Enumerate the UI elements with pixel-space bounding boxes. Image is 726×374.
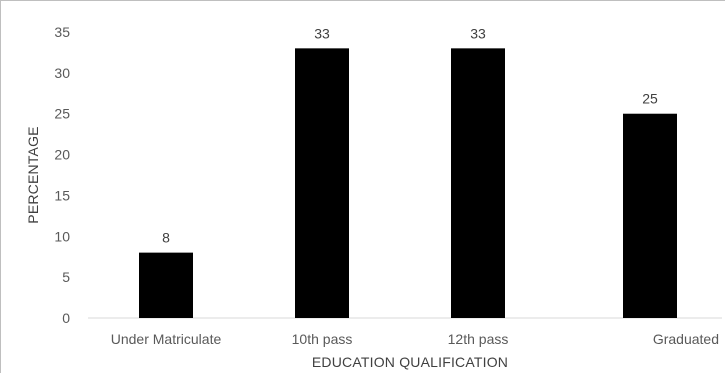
data-label: 25 — [642, 91, 658, 107]
data-label: 33 — [314, 25, 330, 41]
y-axis-ticks: 0 5 10 15 20 25 30 35 — [54, 24, 70, 326]
y-tick-label: 35 — [54, 24, 70, 40]
bar — [295, 48, 349, 318]
bar — [139, 252, 193, 318]
data-labels: 8 33 33 25 — [162, 25, 658, 245]
y-tick-label: 15 — [54, 187, 70, 203]
y-axis-title: PERCENTAGE — [25, 126, 41, 223]
y-tick-label: 25 — [54, 106, 70, 122]
x-axis-title: EDUCATION QUALIFICATION — [312, 354, 508, 370]
x-axis-ticks: Under Matriculate 10th pass 12th pass Gradu… — [111, 331, 719, 347]
x-tick-label: Under Matriculate — [111, 331, 222, 347]
bar — [451, 48, 505, 318]
x-tick-label: 12th pass — [448, 331, 509, 347]
y-tick-label: 20 — [54, 147, 70, 163]
y-tick-label: 30 — [54, 65, 70, 81]
y-tick-label: 0 — [62, 310, 70, 326]
bar — [623, 113, 677, 318]
x-tick-label: 10th pass — [292, 331, 353, 347]
x-tick-label: Graduated — [653, 331, 719, 347]
y-tick-label: 5 — [62, 269, 70, 285]
bars — [139, 48, 677, 318]
data-label: 8 — [162, 230, 170, 246]
data-label: 33 — [470, 25, 486, 41]
y-tick-label: 10 — [54, 228, 70, 244]
